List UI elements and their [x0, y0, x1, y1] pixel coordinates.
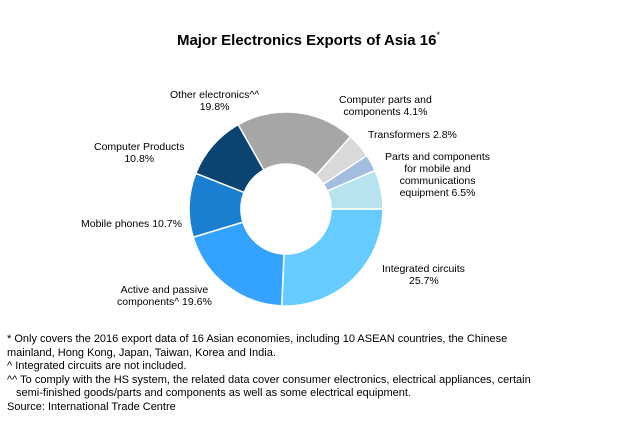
label-integrated-circuits-line2: 25.7%	[409, 275, 439, 287]
chart-title-text: Major Electronics Exports of Asia 16	[176, 32, 437, 49]
footnotes: * Only covers the 2016 export data of 16…	[7, 333, 607, 414]
label-other-electronics-line2: 19.8%	[199, 101, 230, 113]
label-computer-parts-line2: components 4.1%	[343, 106, 428, 118]
label-transformers: Transformers 2.8%	[368, 129, 457, 141]
chart-title-footnote-mark: *	[436, 30, 441, 40]
footnote-line: mainland, Hong Kong, Japan, Taiwan, Kore…	[7, 346, 276, 359]
label-parts-mobile-line3: communications	[399, 175, 476, 187]
label-mobile-phones-line1: Mobile phones 10.7%	[81, 218, 182, 230]
label-computer-products: Computer Products 10.8%	[94, 141, 184, 165]
chart-title: Major Electronics Exports of Asia 16*	[0, 30, 617, 49]
slice-parts-and-components-for-mobile-and-communications-equipment	[326, 169, 384, 210]
label-parts-mobile-line1: Parts and components	[385, 151, 491, 163]
footnote-line: ^ Integrated circuits are not included.	[7, 360, 187, 372]
label-computer-parts-line1: Computer parts and	[339, 94, 432, 106]
slice-active-and-passive-components	[192, 221, 285, 307]
label-computer-products-line1: Computer Products	[94, 141, 185, 153]
label-parts-mobile-line4: equipment 6.5%	[399, 187, 476, 199]
label-parts-mobile-line2: for mobile and	[404, 163, 471, 175]
footnote-line: semi-finished goods/parts and components…	[16, 387, 411, 399]
label-transformers-line1: Transformers 2.8%	[368, 129, 457, 141]
label-other-electronics: Other electronics^^ 19.8%	[170, 89, 259, 113]
slice-integrated-circuits	[280, 208, 384, 307]
label-mobile-phones: Mobile phones 10.7%	[81, 218, 182, 230]
label-computer-parts: Computer parts and components 4.1%	[339, 94, 432, 118]
label-active-passive-line2: components^ 19.6%	[117, 296, 212, 308]
label-other-electronics-line1: Other electronics^^	[170, 89, 260, 101]
label-computer-products-line2: 10.8%	[124, 153, 155, 165]
label-active-passive-line1: Active and passive	[120, 284, 209, 296]
label-integrated-circuits: Integrated circuits 25.7%	[382, 263, 465, 287]
footnote-line: ^^ To comply with the HS system, the rel…	[7, 373, 531, 386]
source-line: Source: International Trade Centre	[7, 400, 176, 413]
label-parts-mobile: Parts and components for mobile and comm…	[385, 151, 490, 199]
label-active-passive: Active and passive components^ 19.6%	[117, 284, 212, 308]
footnote-line: * Only covers the 2016 export data of 16…	[7, 333, 508, 345]
label-integrated-circuits-line1: Integrated circuits	[382, 263, 465, 275]
